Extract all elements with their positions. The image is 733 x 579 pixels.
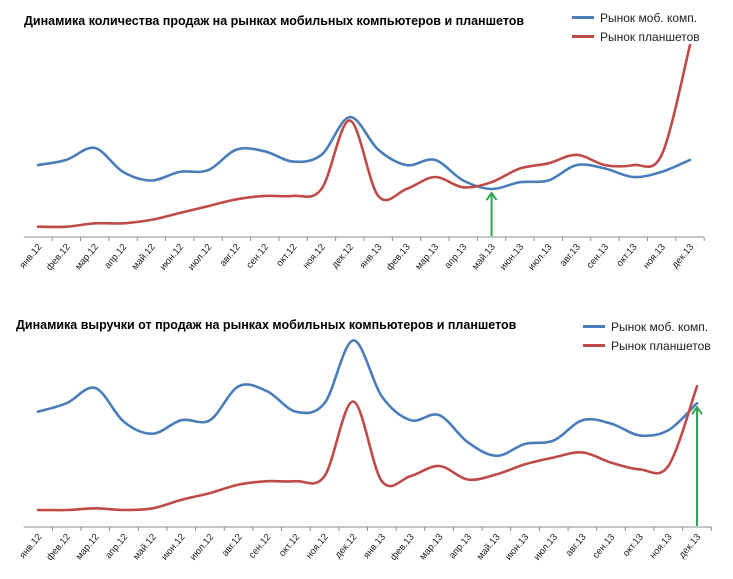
x-tick-label: июн.13 — [503, 532, 531, 563]
series-line-tablets — [36, 43, 692, 229]
series-line-tablets — [36, 385, 699, 512]
x-tick-label: окт.12 — [277, 532, 302, 559]
legend-label: Рынок планшетов — [611, 338, 711, 353]
x-tick-label: апр.12 — [103, 532, 130, 561]
x-tick-label: ноя.13 — [641, 242, 668, 271]
x-tick-label: авг.12 — [220, 532, 245, 559]
annotation-arrow — [691, 405, 703, 526]
x-tick-label: янв.13 — [361, 532, 388, 561]
x-tick-label: окт.13 — [621, 532, 646, 559]
x-tick-label: июл.12 — [188, 532, 216, 563]
x-tick-label: май.12 — [130, 242, 158, 272]
x-tick-label: окт.12 — [274, 242, 299, 269]
x-tick-label: дек.12 — [330, 242, 357, 271]
x-tick-label: сен.12 — [247, 532, 274, 561]
legend-swatch-red — [583, 344, 605, 347]
x-tick-label: янв.12 — [17, 532, 44, 561]
x-tick-label: сен.12 — [244, 242, 271, 271]
x-tick-label: авг.13 — [564, 532, 589, 559]
arrow-head — [485, 191, 498, 201]
legend-swatch-red — [572, 35, 594, 38]
legend-label: Рынок моб. комп. — [611, 319, 709, 334]
legend-item-tablets: Рынок планшетов — [583, 336, 711, 355]
x-tick-label: июн.12 — [158, 242, 186, 273]
x-tick-label: апр.12 — [102, 242, 129, 271]
x-tick-label: мар.12 — [73, 242, 101, 272]
series-line-mobile-pc — [36, 339, 699, 458]
x-tick-label: апр.13 — [442, 242, 469, 271]
chart-legend: Рынок моб. комп. Рынок планшетов — [572, 8, 700, 46]
legend-item-mobile-pc: Рынок моб. комп. — [583, 317, 711, 336]
legend-item-mobile-pc: Рынок моб. комп. — [572, 8, 700, 27]
annotation-arrow — [485, 191, 498, 236]
x-tick-label: апр.13 — [447, 532, 474, 561]
x-tick-label: июл.13 — [526, 242, 554, 273]
x-tick-label: май.13 — [475, 532, 503, 562]
x-tick-label: мар.13 — [413, 242, 441, 272]
x-tick-label: фев.13 — [384, 242, 413, 273]
x-tick-label: ноя.13 — [648, 532, 675, 561]
x-tick-label: май.12 — [131, 532, 159, 562]
x-tick-label: июн.12 — [159, 532, 187, 563]
legend-swatch-blue — [572, 16, 594, 19]
chart-legend: Рынок моб. комп. Рынок планшетов — [583, 317, 711, 355]
legend-swatch-blue — [583, 325, 605, 328]
x-tick-label: авг.13 — [558, 242, 583, 269]
legend-label: Рынок моб. комп. — [600, 10, 698, 25]
x-tick-label: сен.13 — [591, 532, 618, 561]
plot-area: янв.12 фев.12 мар.12 апр.12 май.12 июн.12 июл.… — [17, 339, 712, 563]
legend-item-tablets: Рынок планшетов — [572, 27, 700, 46]
x-tick-label: фев.12 — [44, 532, 73, 563]
chart-title: Динамика выручки от продаж на рынках моб… — [16, 318, 517, 332]
x-tick-label: сен.13 — [585, 242, 612, 271]
x-tick-label: янв.13 — [358, 242, 385, 271]
arrow-head — [691, 405, 703, 415]
x-tick-label: мар.12 — [74, 532, 102, 562]
x-tick-label: мар.13 — [418, 532, 446, 562]
x-tick-label: дек.13 — [677, 532, 704, 561]
x-tick-label: янв.12 — [17, 242, 44, 271]
x-tick-label: июл.12 — [186, 242, 214, 273]
x-tick-label: фев.12 — [44, 242, 73, 273]
x-tick-label: ноя.12 — [301, 242, 328, 271]
chart-title: Динамика количества продаж на рынках моб… — [24, 14, 525, 28]
sales-revenue-chart: Динамика выручки от продаж на рынках моб… — [0, 290, 733, 579]
x-tick-label: окт.13 — [614, 242, 639, 269]
x-tick-label: фев.13 — [388, 532, 417, 563]
plot-area: янв.12 фев.12 мар.12 апр.12 май.12 июн.12 июл.… — [17, 43, 705, 273]
series-line-mobile-pc — [36, 115, 692, 191]
x-tick-label: июн.13 — [498, 242, 526, 273]
sales-volume-chart: Динамика количества продаж на рынках моб… — [17, 8, 705, 273]
x-tick-label: ноя.12 — [304, 532, 331, 561]
x-tick-label: май.13 — [470, 242, 498, 272]
x-tick-label: дек.12 — [333, 532, 360, 561]
legend-label: Рынок планшетов — [600, 29, 700, 44]
x-tick-label: дек.13 — [670, 242, 697, 271]
x-tick-label: июл.13 — [532, 532, 560, 563]
x-tick-label: авг.12 — [218, 242, 243, 269]
